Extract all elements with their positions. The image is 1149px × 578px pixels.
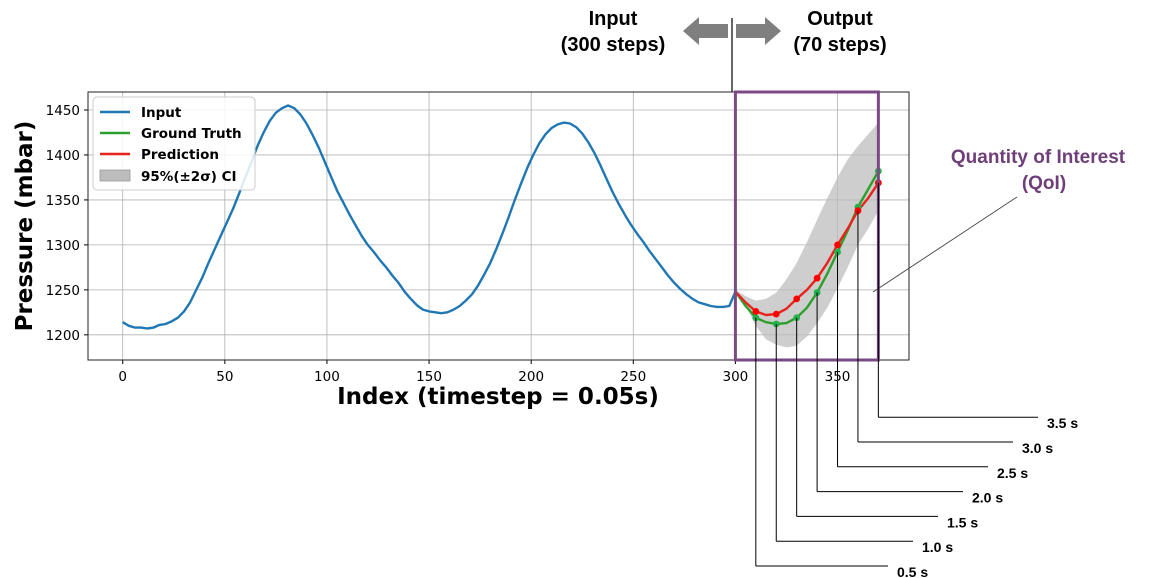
input-header-line1: Input: [589, 8, 638, 30]
arrow-right-icon: [736, 17, 781, 45]
y-axis-label: Pressure (mbar): [12, 121, 38, 332]
callout-time-label: 2.5 s: [997, 465, 1028, 481]
qoi-pointer-line: [872, 196, 1018, 293]
legend-label-input: Input: [141, 105, 182, 121]
output-header-line1: Output: [807, 8, 873, 30]
prediction-point: [834, 241, 841, 249]
y-tick-label: 1350: [46, 193, 80, 209]
x-tick-label: 0: [118, 369, 127, 385]
qoi-label-line2: (QoI): [1022, 173, 1066, 194]
x-tick-label: 250: [620, 369, 646, 385]
y-tick-label: 1300: [46, 238, 80, 254]
legend-label-ci: 95%(±2σ) CI: [141, 169, 237, 185]
prediction-point: [813, 274, 821, 282]
legend-swatch-ci: [99, 169, 131, 182]
plot-area: [122, 104, 880, 348]
qoi-label-line1: Quantity of Interest: [951, 147, 1126, 168]
arrow-left-icon: [683, 17, 728, 45]
x-tick-label: 300: [723, 369, 749, 385]
y-tick-label: 1400: [46, 148, 80, 164]
callout-time-label: 2.0 s: [972, 490, 1003, 506]
ci-band: [735, 122, 879, 348]
prediction-point: [772, 310, 780, 318]
y-tick-label: 1200: [46, 328, 80, 344]
callout-time-label: 1.0 s: [922, 539, 953, 555]
input-header-line2: (300 steps): [561, 34, 666, 56]
x-tick-label: 100: [314, 369, 340, 385]
prediction-point: [793, 295, 801, 303]
plot-frame: [87, 91, 910, 361]
x-axis-ticks: 0 50 100 150 200 250 300 350: [118, 360, 850, 385]
time-callouts: 0.5 s 1.0 s 1.5 s 2.0 s 2.5 s 3.0 s 3.5 s: [755, 182, 1078, 578]
prediction-point: [752, 308, 760, 315]
callout-time-label: 3.0 s: [1022, 440, 1053, 456]
output-header-line2: (70 steps): [793, 34, 886, 56]
x-tick-label: 50: [216, 369, 233, 385]
x-tick-label: 150: [416, 369, 442, 385]
y-axis-ticks: 1200 1250 1300 1350 1400 1450: [46, 103, 88, 344]
legend: Input Ground Truth Prediction 95%(±2σ) C…: [92, 96, 256, 191]
callout-time-label: 0.5 s: [897, 564, 928, 578]
input-series-line: [122, 104, 737, 330]
legend-label-prediction: Prediction: [141, 147, 219, 163]
prediction-series-line: [734, 182, 880, 317]
x-tick-label: 200: [518, 369, 544, 385]
y-tick-label: 1250: [46, 283, 80, 299]
callout-time-label: 3.5 s: [1047, 415, 1078, 431]
legend-box: [92, 96, 256, 191]
callout-time-label: 1.5 s: [947, 514, 978, 530]
legend-label-ground-truth: Ground Truth: [141, 126, 242, 142]
y-tick-label: 1450: [46, 103, 80, 119]
x-axis-label: Index (timestep = 0.05s): [337, 384, 659, 410]
